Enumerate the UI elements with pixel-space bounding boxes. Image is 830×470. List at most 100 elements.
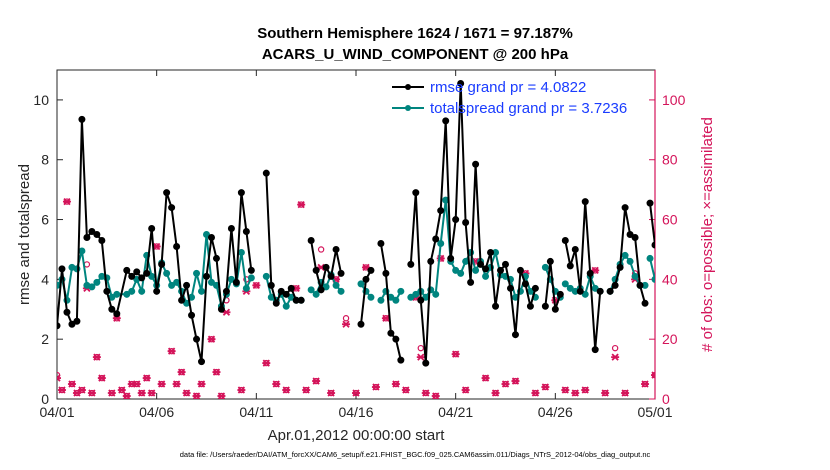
- spread-point: [377, 296, 385, 304]
- x-tick-label: 04/06: [139, 404, 174, 420]
- rmse-point: [163, 189, 171, 197]
- rmse-point: [222, 287, 230, 295]
- rmse-point: [646, 199, 654, 207]
- obs-assimilated-point: [212, 368, 221, 376]
- legend-marker: [405, 105, 411, 111]
- spread-point: [128, 287, 136, 295]
- spread-point: [237, 248, 245, 256]
- rmse-point: [337, 269, 345, 277]
- rmse-point: [382, 269, 390, 277]
- rmse-point: [392, 335, 400, 343]
- plot-area: [57, 79, 655, 399]
- obs-assimilated-point: [62, 197, 71, 206]
- rmse-point: [457, 79, 465, 87]
- rmse-point: [422, 359, 430, 367]
- rmse-point: [487, 248, 495, 256]
- obs-assimilated-point: [312, 377, 321, 385]
- rmse-point: [188, 311, 196, 319]
- legend-label: totalspread grand pr = 3.7236: [430, 100, 627, 117]
- rmse-point: [397, 356, 405, 364]
- rmse-point: [83, 233, 91, 241]
- obs-assimilated-point: [651, 371, 655, 379]
- obs-assimilated-point: [431, 392, 440, 399]
- rmse-point: [497, 266, 505, 274]
- obs-assimilated-point: [182, 389, 191, 397]
- rmse-point: [108, 305, 116, 313]
- rmse-point: [357, 320, 365, 328]
- legend-marker: [405, 84, 411, 90]
- spread-point: [472, 266, 480, 274]
- rmse-point: [287, 284, 295, 292]
- obs-assimilated-point: [401, 386, 410, 394]
- obs-assimilated-point: [217, 392, 226, 399]
- x-tick-label: 05/01: [637, 404, 672, 420]
- obs-assimilated-point: [77, 386, 86, 394]
- obs-assimilated-point: [601, 389, 610, 397]
- rmse-point: [198, 358, 206, 366]
- obs-assimilated-point: [571, 389, 580, 397]
- y-right-tick-label: 0: [662, 391, 670, 407]
- obs-assimilated-point: [207, 335, 216, 343]
- obs-assimilated-stroke: [57, 374, 61, 380]
- rmse-point: [427, 257, 435, 265]
- spread-point: [392, 296, 400, 304]
- y-right-axis-label: # of obs: o=possible; ×=assimilated: [699, 117, 716, 352]
- rmse-point: [57, 322, 61, 330]
- spread-point: [581, 290, 589, 298]
- obs-possible-point: [417, 344, 424, 352]
- rmse-point: [277, 287, 285, 295]
- rmse-point: [556, 290, 564, 298]
- spread-point: [198, 287, 206, 295]
- spread-point: [412, 290, 420, 298]
- obs-assimilated-point: [481, 374, 490, 382]
- rmse-point: [362, 275, 370, 283]
- rmse-point: [377, 239, 385, 247]
- rmse-point: [128, 272, 136, 280]
- y-right-tick-label: 100: [662, 92, 686, 108]
- spread-point: [262, 272, 270, 280]
- rmse-point: [158, 260, 166, 268]
- rmse-point: [63, 308, 71, 316]
- obs-assimilated-point: [92, 353, 101, 361]
- rmse-point: [626, 231, 634, 238]
- obs-assimilated-point: [57, 374, 61, 382]
- spread-point: [621, 251, 629, 259]
- rmse-line: [544, 261, 562, 310]
- spread-point: [397, 287, 405, 295]
- x-tick-label: 04/16: [338, 404, 373, 420]
- rmse-point: [212, 254, 220, 262]
- obs-assimilated-point: [252, 281, 261, 289]
- rmse-point: [581, 198, 589, 206]
- rmse-point: [232, 278, 240, 286]
- obs-assimilated-point: [147, 389, 156, 397]
- y-left-tick-label: 2: [41, 331, 49, 347]
- rmse-point: [58, 265, 66, 273]
- rmse-point: [262, 169, 270, 177]
- spread-point: [432, 290, 440, 298]
- rmse-point: [153, 287, 161, 295]
- obs-assimilated-point: [97, 374, 106, 382]
- rmse-point: [442, 117, 450, 125]
- rmse-point: [148, 225, 156, 233]
- chart-subtitle: ACARS_U_WIND_COMPONENT @ 200 hPa: [261, 46, 569, 63]
- obs-assimilated-point: [172, 380, 181, 388]
- rmse-point: [207, 233, 215, 241]
- obs-assimilated-point: [167, 347, 176, 355]
- rmse-point: [472, 160, 480, 168]
- rmse-point: [611, 281, 619, 289]
- rmse-point: [282, 290, 290, 298]
- obs-assimilated-point: [87, 389, 96, 397]
- rmse-point: [272, 299, 280, 307]
- spread-point: [541, 263, 549, 271]
- obs-assimilated-point: [621, 389, 630, 397]
- rmse-point: [103, 287, 111, 295]
- obs-assimilated-point: [352, 389, 360, 397]
- rmse-point: [447, 254, 455, 262]
- rmse-point: [113, 310, 121, 318]
- spread-point: [322, 283, 330, 291]
- obs-assimilated-point: [132, 380, 141, 388]
- rmse-point: [596, 287, 604, 295]
- obs-assimilated-point: [117, 386, 126, 394]
- obs-possible-point: [611, 344, 619, 352]
- rmse-point: [591, 346, 599, 354]
